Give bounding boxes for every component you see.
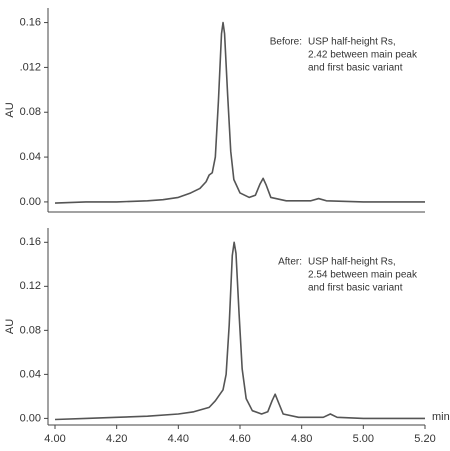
- x-tick-label: 4.60: [229, 433, 250, 445]
- y-tick-label: 0.16: [20, 236, 41, 248]
- y-axis-label: AU: [4, 319, 16, 334]
- annotation-line: and first basic variant: [308, 283, 403, 294]
- y-tick-label: 0.16: [20, 16, 41, 28]
- y-tick-label: 0.04: [20, 368, 41, 380]
- x-tick-label: 5.20: [414, 433, 435, 445]
- y-tick-label: 0.00: [20, 196, 41, 208]
- x-tick-label: 4.20: [106, 433, 127, 445]
- x-tick-label: 4.00: [44, 433, 65, 445]
- y-axis-label: AU: [4, 102, 16, 117]
- y-tick-label: 0.00: [20, 412, 41, 424]
- annotation-line: and first basic variant: [308, 63, 403, 74]
- x-axis-label: min: [432, 411, 450, 423]
- trace-line: [54, 241, 425, 421]
- y-tick-label: 0.08: [20, 324, 41, 336]
- x-tick-label: 5.00: [353, 433, 374, 445]
- annotation-line: USP half-height Rs,: [308, 37, 396, 48]
- annotation-line: USP half-height Rs,: [308, 257, 396, 268]
- annotation-label: After:: [278, 257, 302, 268]
- y-tick-label: 0.12: [20, 280, 41, 292]
- trace-line: [54, 21, 425, 204]
- y-tick-label: 0.08: [20, 106, 41, 118]
- x-tick-label: 4.80: [291, 433, 312, 445]
- x-tick-label: 4.40: [168, 433, 189, 445]
- annotation-line: 2.42 between main peak: [308, 50, 418, 61]
- annotation-line: 2.54 between main peak: [308, 270, 418, 281]
- y-tick-label: .012: [20, 61, 41, 73]
- annotation-label: Before:: [270, 37, 302, 48]
- y-tick-label: 0.04: [20, 151, 41, 163]
